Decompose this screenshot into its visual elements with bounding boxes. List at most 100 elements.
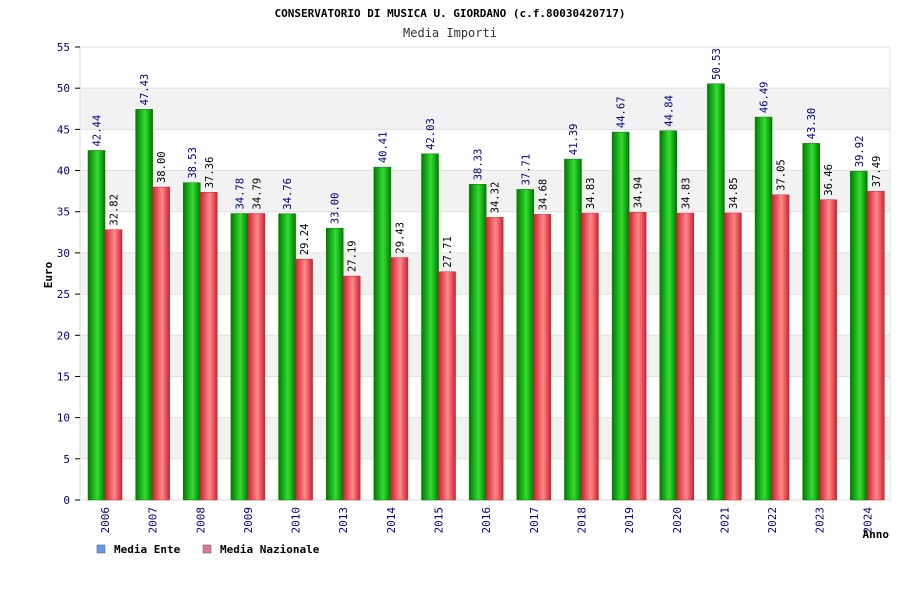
bar-ente-2023 <box>802 143 820 501</box>
bar-ente-2022 <box>754 116 773 501</box>
x-tick-label: 2018 <box>575 507 588 534</box>
bar-value-label: 44.84 <box>663 95 675 127</box>
x-tick-label: 2008 <box>194 507 207 534</box>
legend: Media Ente Media Nazionale <box>96 543 320 556</box>
x-tick-label: 2024 <box>861 507 874 534</box>
x-tick-label: 2006 <box>99 507 112 534</box>
bar-value-label: 40.41 <box>377 132 389 164</box>
y-tick-label: 55 <box>57 41 70 54</box>
x-tick-label: 2020 <box>671 507 684 534</box>
bar-value-label: 34.83 <box>585 178 597 210</box>
bar-value-label: 34.79 <box>251 178 263 210</box>
x-tick-label: 2022 <box>766 507 779 534</box>
bar-value-label: 43.30 <box>806 108 818 140</box>
bar-nazionale-2024 <box>867 190 885 501</box>
bar-value-label: 47.43 <box>139 74 151 106</box>
chart-subtitle: Media Importi <box>403 26 497 40</box>
bar-ente-2016 <box>468 184 487 501</box>
bar-value-label: 29.24 <box>299 224 311 256</box>
bar-value-label: 41.39 <box>568 123 580 155</box>
bar-ente-2017 <box>516 189 535 501</box>
bar-value-label: 36.46 <box>823 164 835 196</box>
x-tick-label: 2023 <box>814 507 827 534</box>
x-tick-label: 2007 <box>147 507 160 534</box>
bar-value-label: 42.44 <box>92 115 104 147</box>
bar-nazionale-2018 <box>581 212 599 501</box>
bar-nazionale-2022 <box>771 194 790 501</box>
bar-value-label: 34.76 <box>282 178 294 210</box>
y-tick-label: 20 <box>57 329 70 342</box>
bar-nazionale-2006 <box>104 229 123 501</box>
bar-value-label: 34.94 <box>633 177 645 209</box>
bar-ente-2015 <box>421 153 439 501</box>
bar-ente-2007 <box>135 109 153 501</box>
bar-nazionale-2016 <box>485 217 504 501</box>
legend-swatch-ente <box>96 544 106 554</box>
y-tick-label: 10 <box>57 412 70 425</box>
bar-nazionale-2023 <box>819 199 837 501</box>
bar-value-label: 37.71 <box>520 154 532 186</box>
bar-ente-2014 <box>373 166 392 501</box>
bar-value-label: 39.92 <box>854 136 866 168</box>
x-tick-label: 2017 <box>528 507 541 534</box>
y-tick-label: 30 <box>57 247 70 260</box>
bar-value-label: 37.05 <box>776 159 788 191</box>
y-tick-label: 25 <box>57 288 70 301</box>
bar-value-label: 34.83 <box>680 178 692 210</box>
bar-nazionale-2008 <box>200 192 218 501</box>
chart-title: CONSERVATORIO DI MUSICA U. GIORDANO (c.f… <box>275 7 626 20</box>
bar-value-label: 37.36 <box>204 157 216 189</box>
bar-value-label: 34.32 <box>490 182 502 214</box>
x-tick-label: 2021 <box>718 507 731 534</box>
bar-value-label: 33.00 <box>330 193 342 225</box>
bar-value-label: 38.33 <box>473 149 485 181</box>
bar-ente-2013 <box>325 227 344 501</box>
bar-value-label: 37.49 <box>871 156 883 188</box>
y-tick-label: 40 <box>57 165 70 178</box>
y-tick-label: 35 <box>57 206 70 219</box>
y-tick-label: 50 <box>57 82 70 95</box>
bar-ente-2009 <box>230 213 249 501</box>
bar-value-label: 27.71 <box>442 236 454 268</box>
x-tick-label: 2019 <box>623 507 636 534</box>
bar-nazionale-2007 <box>152 186 170 501</box>
bar-ente-2010 <box>278 213 296 501</box>
y-axis-label: Euro <box>42 261 55 288</box>
legend-label-ente: Media Ente <box>114 543 181 556</box>
bar-ente-2018 <box>564 158 582 501</box>
bar-ente-2020 <box>659 130 678 501</box>
bar-value-label: 38.53 <box>187 147 199 179</box>
bar-nazionale-2017 <box>533 214 552 501</box>
bar-ente-2006 <box>87 150 106 501</box>
x-tick-label: 2010 <box>290 507 303 534</box>
bar-nazionale-2010 <box>295 258 313 501</box>
y-tick-label: 5 <box>63 453 70 466</box>
bar-value-label: 44.67 <box>616 96 628 128</box>
legend-label-nazionale: Media Nazionale <box>220 543 320 556</box>
bar-value-label: 29.43 <box>394 222 406 254</box>
bar-ente-2024 <box>850 170 868 501</box>
x-tick-label: 2013 <box>337 507 350 534</box>
bar-nazionale-2014 <box>390 257 409 501</box>
x-axis-label: Anno <box>863 528 890 541</box>
bar-value-label: 34.78 <box>234 178 246 210</box>
bar-value-label: 34.85 <box>728 177 740 209</box>
bar-ente-2021 <box>707 83 725 501</box>
legend-swatch-nazionale <box>202 544 212 554</box>
bar-nazionale-2020 <box>676 212 695 501</box>
bar-value-label: 38.00 <box>156 151 168 183</box>
bar-ente-2019 <box>611 131 630 501</box>
bar-nazionale-2021 <box>724 212 742 501</box>
bar-value-label: 46.49 <box>759 81 771 113</box>
bar-value-label: 27.19 <box>347 240 359 272</box>
x-tick-label: 2016 <box>480 507 493 533</box>
x-tick-label: 2014 <box>385 507 398 534</box>
bar-value-label: 32.82 <box>109 194 121 226</box>
bar-nazionale-2015 <box>438 271 456 501</box>
bar-value-label: 34.68 <box>537 179 549 211</box>
bar-value-label: 42.03 <box>425 118 437 150</box>
x-tick-label: 2009 <box>242 507 255 534</box>
y-tick-label: 15 <box>57 370 70 383</box>
